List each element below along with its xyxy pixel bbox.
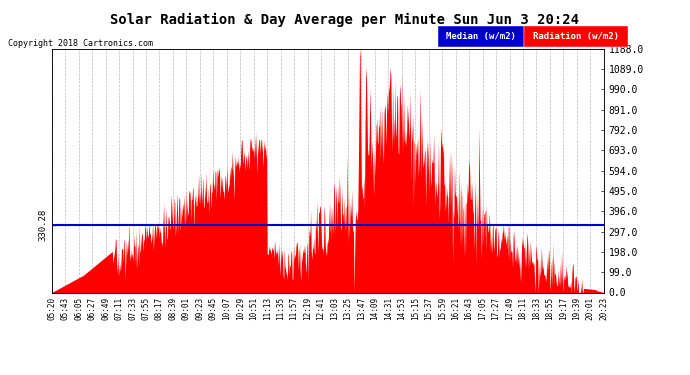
Text: Solar Radiation & Day Average per Minute Sun Jun 3 20:24: Solar Radiation & Day Average per Minute… <box>110 13 580 27</box>
Text: Copyright 2018 Cartronics.com: Copyright 2018 Cartronics.com <box>8 39 153 48</box>
Text: Radiation (w/m2): Radiation (w/m2) <box>533 32 619 41</box>
Text: Median (w/m2): Median (w/m2) <box>446 32 516 41</box>
